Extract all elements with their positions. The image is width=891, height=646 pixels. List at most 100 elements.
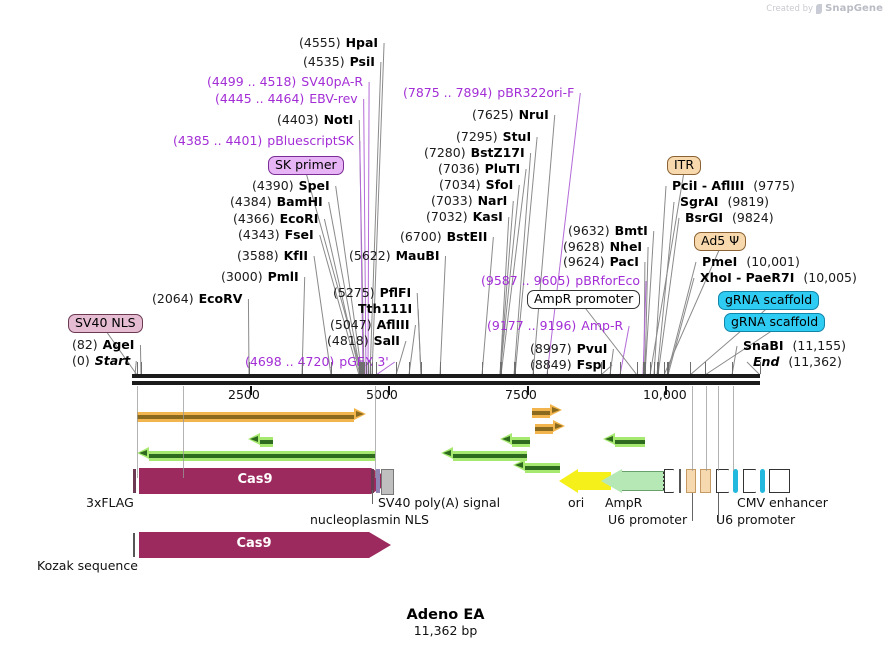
annotation-label: (7034) SfoI [439, 177, 513, 192]
sv40-polya-feature[interactable] [381, 469, 394, 495]
enzyme-name: SalI [373, 333, 400, 348]
annotation-label: (7033) NarI [431, 193, 507, 208]
enzyme-name: Tth111I [358, 301, 413, 316]
primer-arrow[interactable] [513, 459, 560, 473]
annotation-label: (4555) HpaI [299, 35, 378, 50]
small-feature-marker[interactable] [139, 469, 141, 493]
ampr-feature-arrow[interactable] [601, 469, 666, 493]
annotation-label: (5622) MauBI [349, 248, 440, 263]
annotation-label: (2064) EcoRV [152, 291, 242, 306]
enzyme-name: PvuI [576, 341, 608, 356]
enzyme-position: (7625) [472, 107, 514, 122]
restriction-site-tick [601, 362, 602, 374]
right-feature-element[interactable] [716, 469, 735, 493]
snapgene-watermark: Created by SnapGene [766, 3, 883, 14]
feature-badge[interactable]: SK primer [268, 154, 344, 175]
annotation-label: (4366) EcoRI [233, 211, 318, 226]
primer-arrow[interactable] [137, 408, 366, 422]
annotation-label: (4343) FseI [238, 227, 314, 242]
feature-guide-line [137, 386, 138, 478]
feature-badge[interactable]: gRNA scaffold [718, 289, 820, 310]
annotation-label: (5047) AflIII [330, 317, 409, 332]
annotation-label: BsrGI (9824) [685, 210, 774, 225]
enzyme-position: (9624) [563, 254, 605, 269]
primer-arrow[interactable] [603, 433, 645, 447]
right-feature-element[interactable] [679, 469, 681, 493]
cas9-feature-arrow[interactable]: Cas9 [139, 468, 393, 494]
primer-arrow[interactable] [441, 447, 527, 461]
right-feature-element[interactable] [760, 469, 765, 493]
restriction-site-tick [440, 362, 441, 374]
small-feature-marker[interactable] [376, 469, 380, 493]
enzyme-position: (7036) [438, 161, 480, 176]
restriction-site-tick [361, 362, 362, 374]
restriction-site-tick [249, 362, 250, 374]
enzyme-name: PmeI [702, 254, 738, 269]
annotation-label: PciI - AflIII (9775) [672, 178, 795, 193]
feature-caption: CMV enhancer [737, 495, 828, 510]
feature-caption: U6 promoter [608, 512, 688, 527]
enzyme-name: SfoI [485, 177, 514, 192]
restriction-site-tick [732, 362, 733, 374]
feature-badge[interactable]: gRNA scaffold [724, 311, 826, 332]
primer-arrow[interactable] [532, 404, 562, 418]
primer-arrow[interactable] [248, 433, 273, 447]
feature-caption: AmpR [605, 495, 643, 510]
feature-badge[interactable]: Ad5 Ψ [694, 230, 747, 251]
ruler-tick-mark [527, 386, 529, 395]
enzyme-position: (11,155) [792, 338, 847, 353]
restriction-site-tick [500, 362, 501, 374]
feature-badge[interactable]: ITR [667, 154, 702, 175]
enzyme-position: (9824) [732, 210, 774, 225]
feature-caption: SV40 poly(A) signal [378, 495, 501, 510]
annotation-label: (4403) NotI [277, 112, 353, 127]
feature-badge-label: ITR [667, 156, 702, 175]
feature-badge[interactable]: SV40 NLS [68, 312, 143, 333]
annotation-label: (8997) PvuI [530, 341, 607, 356]
right-feature-element[interactable] [700, 469, 711, 493]
feature-badge[interactable]: AmpR promoter [527, 288, 641, 309]
enzyme-position: (4818) [327, 333, 369, 348]
right-feature-element[interactable] [686, 469, 696, 493]
enzyme-position: (7034) [439, 177, 481, 192]
cas9-feature-arrow[interactable]: Cas9 [139, 532, 391, 558]
enzyme-name: XhoI - PaeR7I [700, 270, 795, 285]
right-feature-element[interactable] [743, 469, 762, 493]
feature-caption: Kozak sequence [37, 558, 138, 573]
cas9-label: Cas9 [236, 536, 272, 551]
small-feature-marker[interactable] [133, 533, 135, 557]
right-feature-element[interactable] [733, 469, 738, 493]
caption-leader-tick [718, 507, 719, 521]
annotation-label: (4445 .. 4464) EBV-rev [215, 91, 358, 106]
enzyme-position: (0) [72, 353, 90, 368]
annotation-label: Tth111I [358, 301, 412, 316]
enzyme-position: (4343) [238, 227, 280, 242]
enzyme-position: (9632) [568, 223, 610, 238]
primer-arrow[interactable] [535, 420, 565, 434]
caption-leader-tick [692, 493, 693, 508]
primer-range: (4385 .. 4401) [173, 133, 263, 148]
enzyme-name: KasI [472, 209, 503, 224]
primer-arrow[interactable] [137, 447, 375, 461]
restriction-site-tick [302, 362, 303, 374]
annotation-label: (7295) StuI [456, 129, 531, 144]
feature-badge-label: gRNA scaffold [718, 291, 820, 310]
restriction-site-tick [547, 362, 548, 374]
watermark-brand: SnapGene [825, 3, 883, 14]
small-feature-marker[interactable] [371, 469, 374, 493]
primer-range: (7875 .. 7894) [403, 85, 493, 100]
small-feature-marker[interactable] [133, 469, 136, 493]
restriction-site-tick [368, 362, 369, 374]
annotation-label: (5275) PflFI [333, 285, 411, 300]
feature-caption: 3xFLAG [86, 495, 134, 510]
restriction-site-tick [644, 362, 645, 374]
ruler-tick-label: 2500 [228, 387, 260, 402]
primer-arrow[interactable] [500, 433, 530, 447]
restriction-site-tick [610, 362, 611, 374]
enzyme-position: (4555) [299, 35, 341, 50]
right-feature-element[interactable] [769, 469, 790, 493]
enzyme-name: NotI [323, 112, 354, 127]
restriction-site-tick [141, 362, 142, 374]
primer-name: pBluescriptSK [267, 133, 354, 148]
right-feature-element[interactable] [664, 469, 680, 493]
